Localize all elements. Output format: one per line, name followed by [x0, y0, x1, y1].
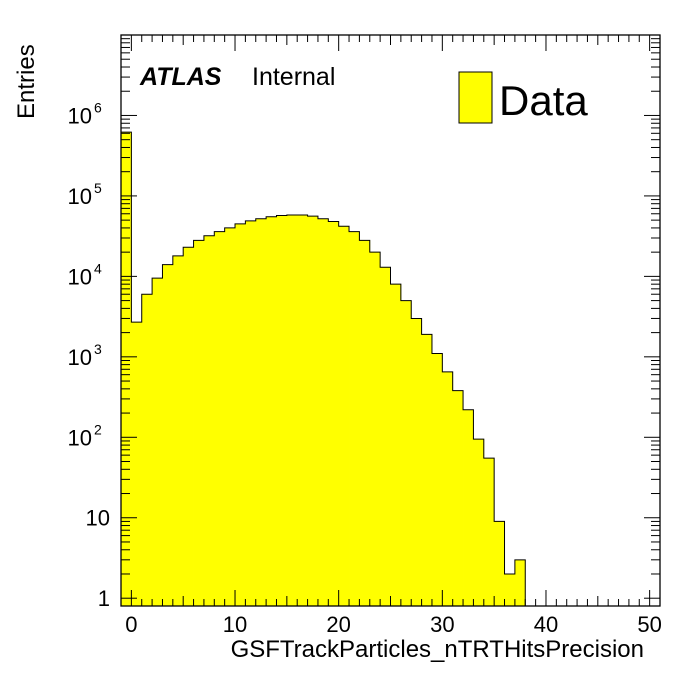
histogram-bar [193, 240, 205, 606]
histogram-bar [245, 220, 257, 606]
y-tick-label: 10 [68, 184, 92, 209]
histogram-bar [141, 294, 153, 606]
histogram-bar [266, 216, 277, 607]
y-axis-title: Entries [13, 44, 40, 119]
histogram-bar [214, 231, 226, 606]
histogram-bar [380, 267, 391, 606]
axis-ticks [120, 35, 661, 606]
histogram-bar [411, 318, 422, 606]
histogram-bar [328, 221, 340, 606]
histogram-bar [276, 215, 288, 606]
histogram-bar [463, 409, 474, 606]
histogram-bar [400, 300, 412, 606]
legend-label: Data [499, 77, 588, 124]
histogram-bar [183, 247, 194, 606]
histogram-bar [483, 458, 495, 606]
x-tick-label: 20 [326, 612, 350, 637]
y-tick-label: 10 [68, 264, 92, 289]
histogram-bar [431, 353, 443, 606]
legend-swatch [458, 71, 493, 124]
histogram-series [120, 131, 526, 607]
histogram-bar [255, 218, 267, 606]
y-tick-exponent: 5 [94, 180, 102, 196]
y-tick-exponent: 6 [94, 99, 102, 115]
y-tick-label: 10 [68, 103, 92, 128]
y-tick-label: 10 [86, 506, 110, 531]
histogram-bar [203, 235, 215, 606]
plot-frame [120, 34, 661, 607]
x-tick-label: 50 [637, 612, 661, 637]
histogram-bar [473, 439, 485, 606]
x-tick-labels: 0 10 20 30 40 50 [125, 612, 662, 637]
y-tick-label: 1 [98, 586, 110, 611]
histogram-bar [338, 226, 350, 606]
histogram-bar [172, 255, 184, 606]
histogram-bar [390, 284, 402, 606]
histogram-bar [307, 216, 319, 606]
legend: Data [458, 71, 588, 124]
y-tick-label: 10 [68, 425, 92, 450]
histogram-bar [235, 223, 246, 606]
histogram-bar [442, 371, 454, 606]
histogram-bar [286, 214, 298, 607]
histogram-bar [452, 390, 464, 606]
histogram-bar [349, 231, 360, 606]
x-tick-label: 0 [125, 612, 137, 637]
histogram-outline [120, 131, 526, 606]
histogram-bar [504, 573, 516, 606]
histogram-bar [162, 264, 174, 606]
histogram-bar [421, 334, 433, 606]
y-tick-exponent: 2 [94, 421, 102, 437]
histogram-bar [131, 322, 143, 606]
x-tick-label: 10 [223, 612, 247, 637]
histogram-bar [494, 521, 505, 606]
histogram-bar [152, 278, 163, 606]
x-tick-label: 30 [430, 612, 454, 637]
y-tick-exponent: 4 [94, 260, 102, 276]
histogram-bar [514, 559, 526, 606]
histogram-bar [359, 240, 371, 606]
histogram-bar [224, 227, 236, 607]
y-tick-exponent: 3 [94, 341, 102, 357]
y-tick-label: 10 [68, 345, 92, 370]
x-axis-title: GSFTrackParticles_nTRTHitsPrecision [231, 636, 644, 663]
histogram-bar [317, 218, 329, 606]
histogram-bar [297, 214, 308, 607]
atlas-label: ATLAS [139, 63, 222, 91]
histogram-bar [369, 252, 381, 606]
x-tick-label: 40 [534, 612, 558, 637]
internal-label: Internal [252, 63, 335, 91]
